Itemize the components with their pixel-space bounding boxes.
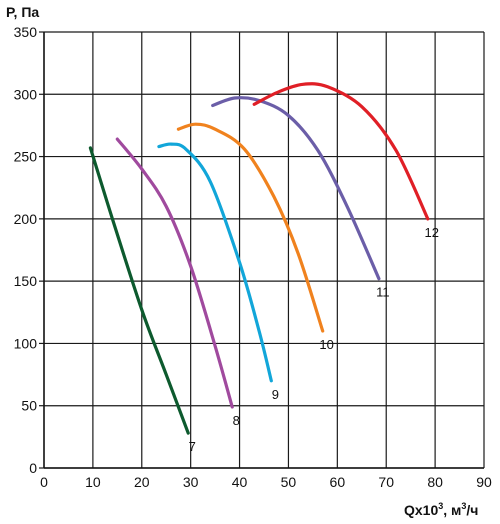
x-tick-label: 30	[183, 474, 199, 490]
y-tick-label: 250	[14, 149, 38, 165]
series-line-9	[157, 142, 273, 383]
series-label-12: 12	[425, 225, 439, 240]
y-tick-label: 150	[14, 273, 38, 289]
y-tick-label: 50	[21, 398, 37, 414]
series-line-8	[115, 137, 234, 409]
x-axis-label-base: Qx10	[404, 502, 438, 518]
x-axis-label-unit-prefix: , м	[443, 502, 461, 518]
y-tick-label: 100	[14, 335, 38, 351]
y-axis-label: P, Па	[6, 4, 39, 20]
y-tick-label: 0	[29, 460, 37, 476]
x-axis-label-exp: 3	[438, 501, 443, 511]
x-tick-label: 0	[40, 474, 48, 490]
series-line-7	[88, 146, 190, 435]
y-tick-label: 350	[14, 24, 38, 40]
series-label-9: 9	[272, 387, 279, 402]
series-line-11	[211, 96, 381, 281]
x-tick-label: 70	[378, 474, 394, 490]
tick-labels: 0 10 20 30 40 50 60 70 80 90 0 50 100 150 200 250 300 350	[14, 24, 492, 490]
x-tick-label: 80	[427, 474, 443, 490]
x-tick-label: 10	[85, 474, 101, 490]
x-axis-label-unit-suffix: /ч	[466, 502, 478, 518]
x-tick-label: 50	[281, 474, 297, 490]
axes	[39, 31, 484, 469]
curve-labels: 7 8 9 10 11 12	[189, 225, 439, 454]
series-label-11: 11	[376, 285, 390, 300]
x-tick-label: 90	[476, 474, 492, 490]
x-tick-label: 60	[330, 474, 346, 490]
x-axis-label-unit-exp: 3	[461, 501, 466, 511]
series-group	[88, 82, 430, 435]
y-tick-label: 200	[14, 211, 38, 227]
series-label-10: 10	[319, 337, 333, 352]
series-line-12	[252, 82, 430, 221]
x-tick-label: 20	[134, 474, 150, 490]
x-tick-label: 40	[232, 474, 248, 490]
series-line-10	[176, 122, 325, 333]
series-label-7: 7	[189, 439, 196, 454]
series-label-8: 8	[233, 413, 240, 428]
y-tick-label: 300	[14, 86, 38, 102]
x-axis-label: Qx103, м3/ч	[404, 501, 478, 518]
